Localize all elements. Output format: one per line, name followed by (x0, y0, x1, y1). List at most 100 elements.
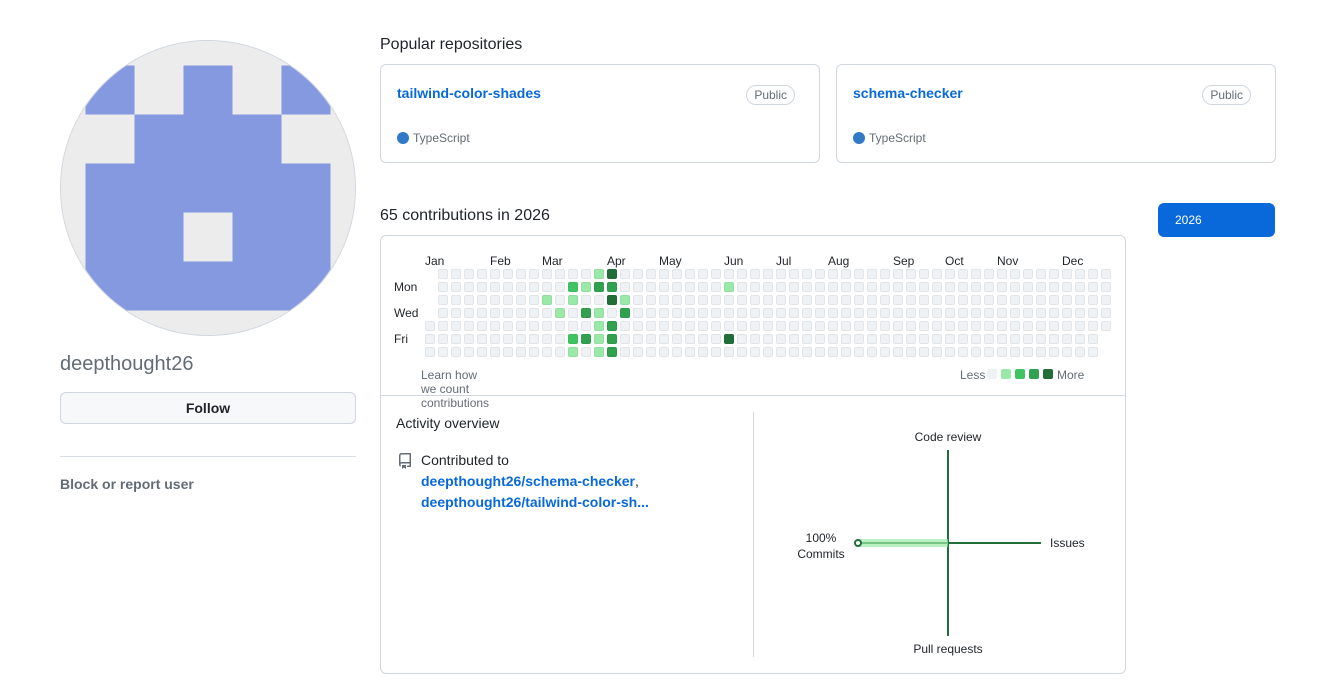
contribution-day[interactable] (464, 347, 474, 357)
contribution-day[interactable] (633, 308, 643, 318)
contribution-day[interactable] (997, 347, 1007, 357)
contribution-day[interactable] (1075, 308, 1085, 318)
contribution-day[interactable] (1036, 334, 1046, 344)
contribution-day[interactable] (490, 347, 500, 357)
contribution-day[interactable] (516, 321, 526, 331)
contribution-day[interactable] (880, 282, 890, 292)
contribution-day[interactable] (1036, 321, 1046, 331)
contribution-day[interactable] (451, 282, 461, 292)
contribution-day[interactable] (633, 321, 643, 331)
contribution-day[interactable] (451, 269, 461, 279)
contribution-day[interactable] (776, 282, 786, 292)
contribution-day[interactable] (1062, 282, 1072, 292)
contribution-day[interactable] (802, 308, 812, 318)
contribution-day[interactable] (958, 282, 968, 292)
contribution-day[interactable] (490, 282, 500, 292)
contribution-day[interactable] (529, 334, 539, 344)
contribution-day[interactable] (945, 295, 955, 305)
contribution-day[interactable] (997, 282, 1007, 292)
activity-repo-name[interactable]: deepthought26/schema-checker (421, 473, 635, 489)
contribution-day[interactable] (724, 347, 734, 357)
contribution-day[interactable] (841, 334, 851, 344)
contribution-day[interactable] (828, 282, 838, 292)
activity-repo-link[interactable]: deepthought26/schema-checker, (421, 473, 639, 489)
year-2026-button[interactable]: 2026 (1158, 203, 1275, 237)
contribution-day[interactable] (685, 269, 695, 279)
contribution-day[interactable] (594, 282, 604, 292)
contribution-day[interactable] (776, 269, 786, 279)
contribution-day[interactable] (984, 334, 994, 344)
contribution-day[interactable] (945, 269, 955, 279)
contribution-day[interactable] (958, 347, 968, 357)
contribution-day[interactable] (659, 295, 669, 305)
contribution-day[interactable] (698, 269, 708, 279)
contribution-day[interactable] (555, 295, 565, 305)
contribution-day[interactable] (1010, 321, 1020, 331)
contribution-day[interactable] (854, 269, 864, 279)
contribution-day[interactable] (529, 282, 539, 292)
contribution-day[interactable] (1101, 295, 1111, 305)
contribution-day[interactable] (529, 295, 539, 305)
contribution-day[interactable] (568, 334, 578, 344)
contribution-day[interactable] (620, 321, 630, 331)
contribution-day[interactable] (1049, 295, 1059, 305)
contribution-day[interactable] (1075, 334, 1085, 344)
contribution-day[interactable] (607, 269, 617, 279)
contribution-day[interactable] (542, 334, 552, 344)
contribution-day[interactable] (776, 321, 786, 331)
contribution-day[interactable] (932, 295, 942, 305)
contribution-day[interactable] (711, 282, 721, 292)
contribution-day[interactable] (945, 334, 955, 344)
contribution-day[interactable] (568, 269, 578, 279)
contribution-day[interactable] (828, 347, 838, 357)
contribution-day[interactable] (607, 308, 617, 318)
contribution-day[interactable] (646, 282, 656, 292)
contribution-day[interactable] (659, 282, 669, 292)
contribution-day[interactable] (724, 334, 734, 344)
contribution-day[interactable] (867, 269, 877, 279)
contribution-day[interactable] (555, 308, 565, 318)
contribution-day[interactable] (594, 308, 604, 318)
contribution-day[interactable] (516, 282, 526, 292)
contribution-day[interactable] (724, 282, 734, 292)
contribution-day[interactable] (594, 347, 604, 357)
repo-link[interactable]: schema-checker (853, 85, 963, 101)
contribution-day[interactable] (1010, 295, 1020, 305)
contribution-day[interactable] (594, 295, 604, 305)
contribution-day[interactable] (893, 282, 903, 292)
contribution-day[interactable] (867, 347, 877, 357)
contribution-day[interactable] (555, 269, 565, 279)
contribution-day[interactable] (503, 334, 513, 344)
contribution-day[interactable] (451, 308, 461, 318)
contribution-day[interactable] (568, 321, 578, 331)
contribution-day[interactable] (1101, 308, 1111, 318)
contribution-day[interactable] (568, 282, 578, 292)
contribution-day[interactable] (1088, 347, 1098, 357)
contribution-day[interactable] (1088, 282, 1098, 292)
contribution-day[interactable] (1088, 295, 1098, 305)
contribution-day[interactable] (451, 347, 461, 357)
contribution-day[interactable] (1049, 269, 1059, 279)
contribution-day[interactable] (438, 295, 448, 305)
contribution-day[interactable] (789, 295, 799, 305)
contribution-day[interactable] (750, 308, 760, 318)
contribution-day[interactable] (867, 295, 877, 305)
contribution-day[interactable] (1023, 269, 1033, 279)
contribution-day[interactable] (672, 269, 682, 279)
contribution-day[interactable] (789, 282, 799, 292)
contribution-day[interactable] (802, 321, 812, 331)
contribution-day[interactable] (841, 282, 851, 292)
contribution-day[interactable] (971, 308, 981, 318)
contribution-day[interactable] (906, 282, 916, 292)
contribution-day[interactable] (516, 334, 526, 344)
contribution-day[interactable] (971, 269, 981, 279)
contribution-day[interactable] (711, 295, 721, 305)
contribution-day[interactable] (867, 282, 877, 292)
contribution-day[interactable] (542, 308, 552, 318)
contribution-day[interactable] (503, 308, 513, 318)
contribution-day[interactable] (503, 347, 513, 357)
contribution-day[interactable] (984, 295, 994, 305)
contribution-day[interactable] (997, 334, 1007, 344)
contribution-day[interactable] (854, 347, 864, 357)
contribution-day[interactable] (815, 308, 825, 318)
